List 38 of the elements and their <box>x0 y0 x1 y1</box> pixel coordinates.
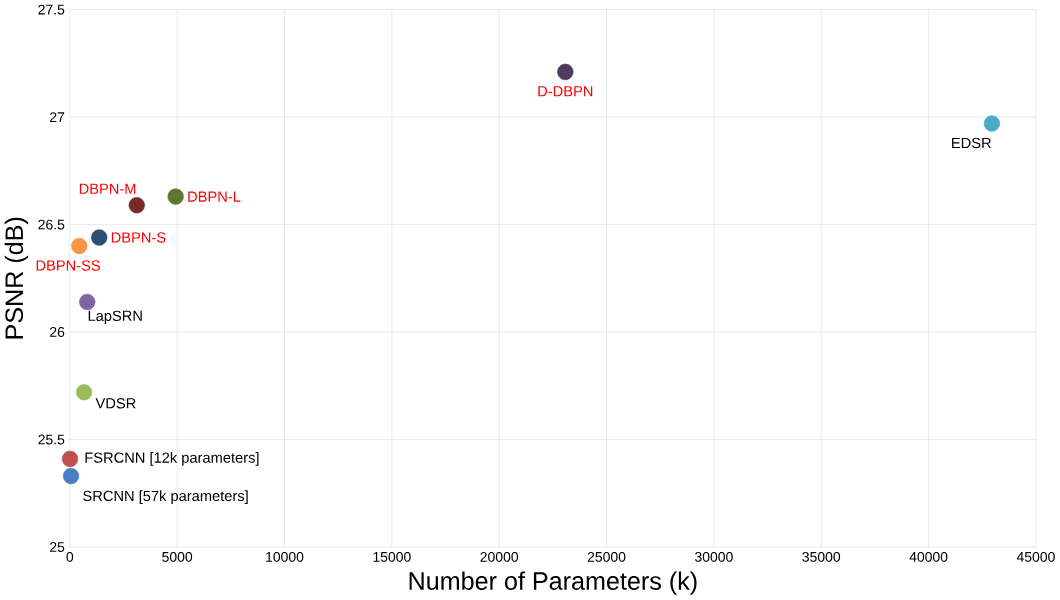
y-tick-label: 26 <box>50 327 65 338</box>
x-tick-label: 0 <box>66 552 74 563</box>
point <box>128 197 145 214</box>
x-tick-label: 15000 <box>373 552 411 563</box>
x-tick-label: 20000 <box>480 552 519 563</box>
x-tick-label: 25000 <box>587 552 626 563</box>
series-label: LapSRN <box>88 310 142 325</box>
y-tick-label: 27.5 <box>38 4 65 15</box>
x-tick-label: 45000 <box>1016 552 1055 563</box>
series-label: SRCNN [57k parameters] <box>83 490 248 505</box>
point <box>91 229 108 246</box>
point <box>557 64 574 81</box>
point <box>71 238 88 255</box>
x-axis-title: Number of Parameters (k) <box>409 571 697 596</box>
point <box>61 451 79 468</box>
series-label: DBPN-SS <box>36 260 100 271</box>
series-label: DBPN-M <box>79 183 136 194</box>
point <box>62 468 80 485</box>
x-tick-label: 35000 <box>802 552 841 563</box>
series-label: FSRCNN [12k parameters] <box>85 452 259 466</box>
y-axis-title: PSNR (dB) <box>4 217 29 339</box>
y-tick-label: 25.5 <box>38 434 65 445</box>
x-tick-label: 30000 <box>694 552 733 563</box>
y-tick-label: 25 <box>50 542 65 553</box>
point <box>75 384 93 401</box>
series-label: D-DBPN <box>538 86 593 97</box>
x-tick-label: 40000 <box>909 552 948 563</box>
point <box>983 115 1001 132</box>
x-tick-label: 10000 <box>266 552 304 563</box>
series-label: DBPN-S <box>111 232 166 243</box>
point <box>79 294 96 311</box>
series-label: VDSR <box>95 398 136 409</box>
y-tick-label: 26.5 <box>38 219 65 230</box>
series-label: DBPN-L <box>188 191 241 202</box>
point <box>167 188 184 205</box>
y-tick-label: 27 <box>50 112 65 123</box>
series-label: EDSR <box>952 138 991 149</box>
x-tick-label: 5000 <box>162 552 193 563</box>
